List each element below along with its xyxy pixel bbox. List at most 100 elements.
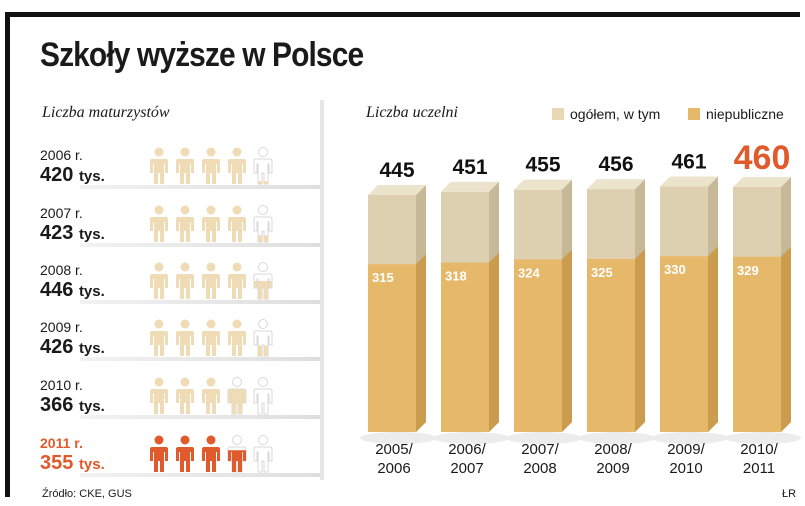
bar-total-value-label: 445 [379, 159, 414, 182]
row-value: 420 tys. [40, 164, 105, 187]
row-value-number: 426 [40, 336, 74, 358]
row-year-label: 2007 r. [40, 205, 83, 221]
person-icon [150, 435, 168, 472]
person-icon [253, 377, 273, 415]
bar-total-top [441, 181, 499, 192]
bar-total-value-label: 460 [734, 139, 791, 177]
bar-shadow [579, 432, 655, 444]
person-icon [227, 377, 247, 415]
bar-private-side [562, 249, 572, 432]
person-fill [150, 205, 168, 242]
legend-label-total: ogółem, w tym [570, 106, 661, 122]
person-fill [228, 205, 246, 242]
right-panel-heading: Liczba uczelni [366, 104, 458, 121]
people-icons [150, 377, 273, 415]
row-shadow [80, 415, 320, 419]
person-fill [176, 205, 194, 242]
person-fill [176, 319, 194, 356]
person-icon [228, 262, 246, 299]
panel-divider [320, 100, 324, 480]
person-icon [202, 262, 220, 299]
people-icons [150, 319, 273, 357]
row-shadow [80, 185, 320, 189]
bar-group: 329 460 2010/2011 [725, 139, 801, 477]
bar-total-top [514, 179, 572, 190]
bar-private-side [489, 252, 499, 432]
bar-group: 324 455 2007/2008 [506, 154, 582, 477]
person-fill [202, 319, 220, 356]
row-year-label: 2009 r. [40, 319, 83, 335]
legend-item-total: ogółem, w tym [552, 106, 660, 122]
maturzysci-row-2011: 2011 r. 355 tys. [40, 435, 320, 489]
person-icon [228, 319, 246, 356]
person-fill [176, 147, 194, 184]
x-tick-label: 2010/2011 [740, 441, 778, 477]
person-fill [202, 205, 220, 242]
row-value-number: 366 [40, 394, 74, 416]
person-fill [150, 147, 168, 184]
bar-private-side [781, 246, 791, 432]
bar-private-value-label: 318 [445, 269, 467, 284]
bar-private-front [733, 256, 781, 432]
bar-total-value-label: 456 [598, 153, 633, 176]
person-fill [150, 435, 168, 472]
frame-top-border [5, 12, 800, 17]
person-fill [258, 235, 268, 242]
row-shadow [80, 300, 320, 304]
x-tick-label: 2008/2009 [594, 441, 632, 477]
bar-group: 315 445 2005/2006 [360, 159, 436, 477]
person-icon [176, 262, 194, 299]
row-value-unit: tys. [78, 168, 105, 185]
row-shadow [80, 243, 320, 247]
person-fill [176, 262, 194, 299]
person-icon [202, 319, 220, 356]
person-icon [150, 205, 168, 242]
person-icon [150, 377, 168, 414]
person-icon [176, 319, 194, 356]
bar-private-front [368, 264, 416, 432]
person-icon [202, 435, 220, 472]
bar-total-value-label: 451 [452, 156, 487, 179]
row-value: 355 tys. [40, 452, 105, 475]
people-icons [150, 205, 273, 243]
bar-total-top [733, 177, 791, 188]
person-fill [202, 262, 220, 299]
person-fill [228, 262, 246, 299]
row-value-unit: tys. [78, 456, 105, 473]
person-icon [150, 319, 168, 356]
people-icons [150, 147, 273, 185]
bar-group: 318 451 2006/2007 [433, 156, 509, 477]
person-icon [253, 435, 273, 473]
person-fill [254, 281, 272, 299]
row-value: 446 tys. [40, 279, 105, 302]
bar-private-front [660, 256, 708, 432]
person-icon [150, 262, 168, 299]
person-icon [176, 377, 194, 414]
person-outline [253, 377, 273, 415]
bar-private-side [416, 254, 426, 432]
row-year-label: 2010 r. [40, 377, 83, 393]
person-outline [253, 147, 273, 185]
person-fill [228, 147, 246, 184]
bar-shadow [506, 432, 582, 444]
bar-total-value-label: 455 [525, 154, 560, 177]
bar-private-front [441, 262, 489, 432]
bar-private-value-label: 329 [737, 263, 759, 278]
bar-private-value-label: 315 [372, 270, 394, 285]
maturzysci-row-2010: 2010 r. 366 tys. [40, 377, 320, 431]
person-icon [253, 262, 273, 300]
legend-swatch-private [688, 108, 700, 120]
person-fill [202, 435, 220, 472]
row-shadow [80, 473, 320, 477]
person-icon [253, 205, 273, 243]
person-icon [228, 205, 246, 242]
legend-label-private: niepubliczne [706, 106, 784, 122]
row-value-number: 420 [40, 164, 74, 186]
person-icon [253, 319, 273, 357]
row-value-unit: tys. [78, 226, 105, 243]
person-fill [258, 181, 268, 184]
person-icon [202, 205, 220, 242]
row-value-unit: tys. [78, 283, 105, 300]
row-value: 423 tys. [40, 222, 105, 245]
person-icon [150, 147, 168, 184]
